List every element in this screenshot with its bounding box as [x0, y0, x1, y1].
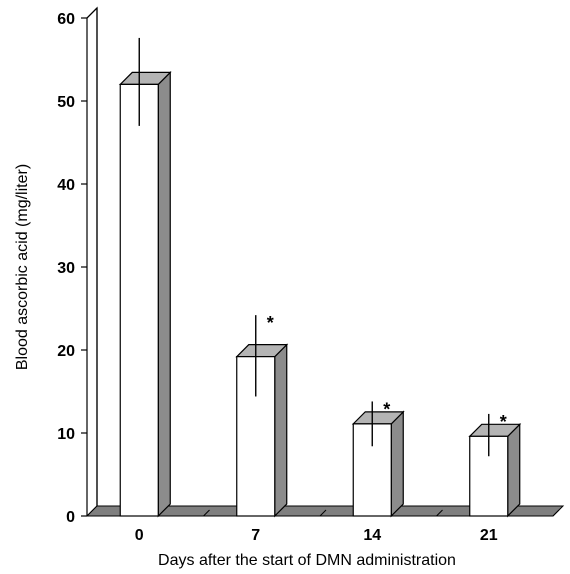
y-tick-label: 60	[57, 11, 75, 28]
x-tick-mark	[319, 509, 327, 517]
y-tick-label: 40	[57, 177, 75, 194]
significance-marker: *	[383, 399, 390, 419]
x-tick-label: 21	[480, 527, 498, 544]
x-tick-label: 14	[363, 527, 381, 544]
bar-side-face	[507, 422, 521, 518]
y-tick-label: 10	[57, 426, 75, 443]
bar-side-face	[274, 343, 288, 518]
y-tick-label: 0	[66, 509, 75, 526]
x-axis-title: Days after the start of DMN administrati…	[158, 552, 456, 569]
y-tick-label: 20	[57, 343, 75, 360]
x-tick-mark	[436, 509, 443, 517]
y-tick-label: 50	[57, 94, 75, 111]
x-tick-label: 7	[251, 527, 260, 544]
x-tick-label: 0	[135, 527, 144, 544]
y-axis: 0 10 20 30 40 50 60	[57, 11, 87, 526]
y-axis-line	[86, 6, 98, 517]
bars: * * *	[118, 37, 522, 518]
x-tick-mark	[203, 509, 210, 517]
significance-marker: *	[500, 412, 507, 432]
bar-side-face	[157, 70, 171, 518]
y-tick-label: 30	[57, 260, 75, 277]
y-axis-title: Blood ascorbic acid (mg/liter)	[14, 164, 31, 370]
x-tick-mark	[552, 509, 560, 517]
y-axis-top-edge	[86, 7, 98, 19]
bar-side-face	[390, 410, 404, 518]
significance-marker: *	[267, 313, 274, 333]
x-axis: 0 7 14 21	[135, 509, 560, 544]
bar	[119, 83, 159, 517]
